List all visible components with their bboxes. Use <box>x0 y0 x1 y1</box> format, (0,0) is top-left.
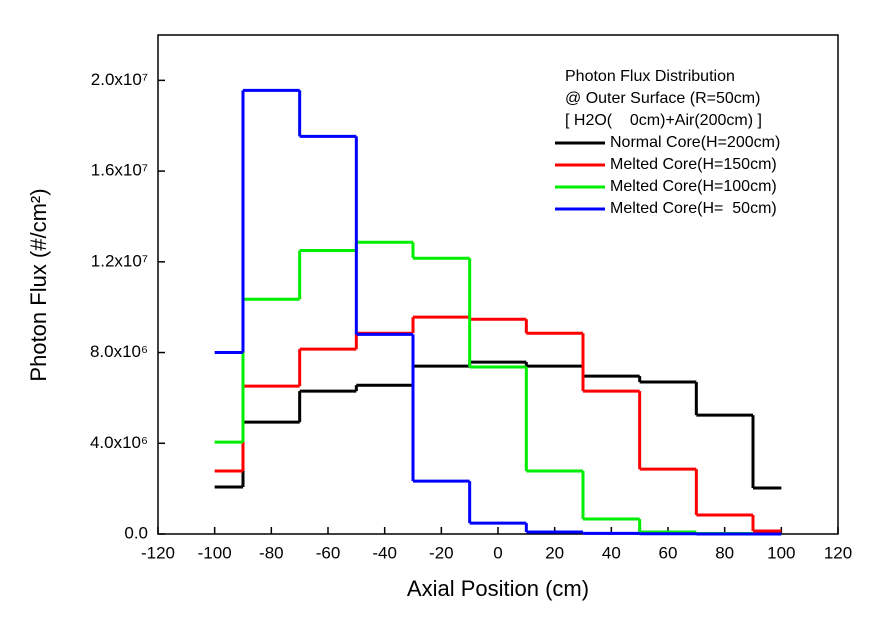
x-tick-label: 120 <box>824 543 852 562</box>
legend-title: @ Outer Surface (R=50cm) <box>565 90 760 107</box>
y-axis-label: Photon Flux (#/cm²) <box>26 188 51 381</box>
x-tick-label: 20 <box>545 543 564 562</box>
y-tick-label: 4.0x10⁶ <box>90 433 148 452</box>
y-tick-label: 8.0x10⁶ <box>90 342 148 361</box>
y-tick-label: 1.2x10⁷ <box>91 251 148 270</box>
x-tick-label: -40 <box>372 543 397 562</box>
legend-label: Normal Core(H=200cm) <box>610 134 780 151</box>
legend-label: Melted Core(H=150cm) <box>610 156 777 173</box>
x-tick-label: 40 <box>602 543 621 562</box>
x-tick-label: -120 <box>141 543 175 562</box>
x-tick-label: 80 <box>715 543 734 562</box>
x-tick-label: -60 <box>316 543 341 562</box>
x-tick-label: -20 <box>429 543 454 562</box>
legend-title: [ H2O( 0cm)+Air(200cm) ] <box>565 112 762 129</box>
x-axis-label: Axial Position (cm) <box>407 576 589 601</box>
legend-label: Melted Core(H=100cm) <box>610 178 777 195</box>
legend-title: Photon Flux Distribution <box>565 68 735 85</box>
x-tick-label: -100 <box>198 543 232 562</box>
legend-label: Melted Core(H= 50cm) <box>610 200 777 217</box>
x-tick-label: -80 <box>259 543 284 562</box>
y-tick-label: 1.6x10⁷ <box>91 161 148 180</box>
x-tick-label: 0 <box>493 543 502 562</box>
x-tick-label: 100 <box>767 543 795 562</box>
x-tick-label: 60 <box>659 543 678 562</box>
plot-frame <box>157 34 839 535</box>
y-tick-label: 0.0 <box>124 523 148 542</box>
y-tick-label: 2.0x10⁷ <box>91 70 148 89</box>
